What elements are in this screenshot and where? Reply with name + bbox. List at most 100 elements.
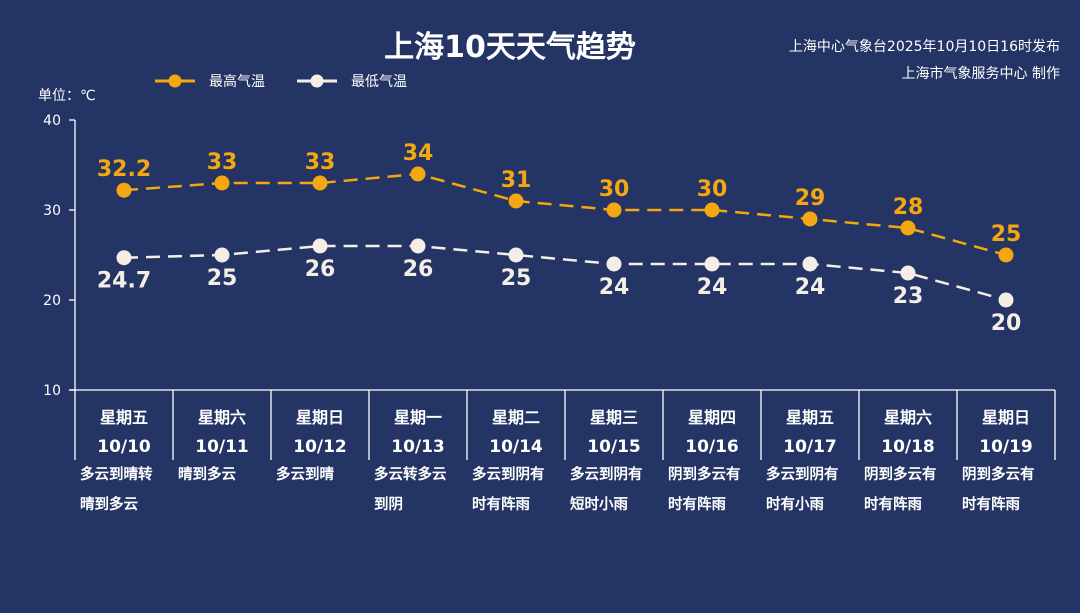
high-temp-point[interactable] xyxy=(900,220,916,236)
weather-line: 阴到多云有 xyxy=(864,467,937,483)
weekday-label: 星期五 xyxy=(786,408,834,427)
weekday-label: 星期六 xyxy=(884,408,932,427)
date-label: 10/17 xyxy=(783,437,837,457)
weather-line: 到阴 xyxy=(374,497,403,513)
weather-description: 多云到阴有 时有小雨 xyxy=(761,460,859,520)
weather-descriptions: 多云到晴转 晴到多云 晴到多云 多云到晴 多云转多云 到阴 多云到阴有 时有阵雨 多云到阴有… xyxy=(75,460,1055,520)
high-temp-point[interactable] xyxy=(508,193,524,209)
unit-label: 单位：℃ xyxy=(38,88,96,104)
weather-line xyxy=(178,490,271,520)
weather-line: 晴到多云 xyxy=(178,467,236,483)
low-temp-label: 24 xyxy=(697,275,728,300)
low-temp-label: 20 xyxy=(991,311,1022,336)
low-temp-point[interactable] xyxy=(214,247,230,263)
y-tick-label: 30 xyxy=(43,203,61,219)
high-temp-label: 33 xyxy=(207,150,238,175)
weather-description: 多云到阴有 短时小雨 xyxy=(565,460,663,520)
weather-description: 多云到晴 xyxy=(271,460,369,520)
date-label: 10/19 xyxy=(979,437,1033,457)
date-label: 10/18 xyxy=(881,437,935,457)
legend-low-label: 最低气温 xyxy=(351,74,407,90)
low-temp-label: 26 xyxy=(305,257,336,282)
low-temp-point[interactable] xyxy=(312,238,328,254)
weather-line: 多云到晴 xyxy=(276,467,334,483)
low-temp-label: 25 xyxy=(207,266,238,291)
weather-description: 多云转多云 到阴 xyxy=(369,460,467,520)
low-temp-point[interactable] xyxy=(900,265,916,281)
y-tick-label: 10 xyxy=(43,383,61,399)
weather-line: 多云到阴有 xyxy=(570,467,643,483)
high-temp-label: 28 xyxy=(893,195,924,220)
date-label: 10/11 xyxy=(195,437,249,457)
high-temp-point[interactable] xyxy=(214,175,230,191)
chart-legend: 最高气温 最低气温 xyxy=(155,71,439,91)
low-temp-label: 24 xyxy=(795,275,826,300)
date-label: 10/12 xyxy=(293,437,347,457)
low-temp-label: 23 xyxy=(893,284,924,309)
weekday-label: 星期一 xyxy=(394,408,442,427)
low-temp-point[interactable] xyxy=(704,256,720,272)
legend-item-low[interactable]: 最低气温 xyxy=(297,71,407,91)
weather-description: 多云到阴有 时有阵雨 xyxy=(467,460,565,520)
high-temp-point[interactable] xyxy=(802,211,818,227)
legend-low-marker-icon xyxy=(297,74,337,88)
weather-description: 晴到多云 xyxy=(173,460,271,520)
weather-line: 多云转多云 xyxy=(374,467,447,483)
low-temp-point[interactable] xyxy=(802,256,818,272)
high-temp-label: 31 xyxy=(501,168,532,193)
high-temp-label: 29 xyxy=(795,186,826,211)
date-label: 10/13 xyxy=(391,437,445,457)
weather-line: 阴到多云有 xyxy=(668,467,741,483)
high-temp-point[interactable] xyxy=(998,247,1014,263)
weather-line: 多云到阴有 xyxy=(766,467,839,483)
high-temp-point[interactable] xyxy=(312,175,328,191)
legend-item-high[interactable]: 最高气温 xyxy=(155,71,265,91)
high-temp-label: 34 xyxy=(403,141,434,166)
weekday-label: 星期三 xyxy=(590,408,638,427)
high-temp-label: 30 xyxy=(697,177,728,202)
weekday-label: 星期二 xyxy=(492,408,540,427)
low-temp-point[interactable] xyxy=(508,247,524,263)
legend-high-marker-icon xyxy=(155,74,195,88)
weather-line: 时有阵雨 xyxy=(472,497,530,513)
weekday-label: 星期四 xyxy=(688,408,736,427)
weather-line: 多云到阴有 xyxy=(472,467,545,483)
date-label: 10/10 xyxy=(97,437,151,457)
low-temp-point[interactable] xyxy=(410,238,426,254)
legend-high-label: 最高气温 xyxy=(209,74,265,90)
low-temp-point[interactable] xyxy=(116,250,132,266)
low-temp-label: 26 xyxy=(403,257,434,282)
low-temp-label: 25 xyxy=(501,266,532,291)
high-temp-point[interactable] xyxy=(606,202,622,218)
high-temp-point[interactable] xyxy=(410,166,426,182)
weather-description: 多云到晴转 晴到多云 xyxy=(75,460,173,520)
y-tick-label: 40 xyxy=(43,113,61,129)
weather-description: 阴到多云有 时有阵雨 xyxy=(957,460,1055,520)
weather-description: 阴到多云有 时有阵雨 xyxy=(859,460,957,520)
low-temp-point[interactable] xyxy=(998,292,1014,308)
high-temp-point[interactable] xyxy=(704,202,720,218)
weather-line: 短时小雨 xyxy=(570,497,628,513)
weekday-label: 星期日 xyxy=(296,408,344,427)
weekday-label: 星期六 xyxy=(198,408,246,427)
issuer-info: 上海中心气象台2025年10月10日16时发布 上海市气象服务中心 制作 xyxy=(789,34,1060,88)
date-label: 10/15 xyxy=(587,437,641,457)
weather-line: 阴到多云有 xyxy=(962,467,1035,483)
low-temp-label: 24.7 xyxy=(97,269,151,294)
low-temp-point[interactable] xyxy=(606,256,622,272)
low-temp-label: 24 xyxy=(599,275,630,300)
high-temp-label: 32.2 xyxy=(97,157,151,182)
date-label: 10/14 xyxy=(489,437,543,457)
y-tick-label: 20 xyxy=(43,293,61,309)
issuer-line-1: 上海中心气象台2025年10月10日16时发布 xyxy=(788,39,1060,55)
weather-line: 时有阵雨 xyxy=(864,497,922,513)
high-temp-point[interactable] xyxy=(116,182,132,198)
high-temp-line xyxy=(123,172,1007,257)
weather-line: 晴到多云 xyxy=(80,497,138,513)
high-temp-label: 25 xyxy=(991,222,1022,247)
weekday-label: 星期日 xyxy=(982,408,1030,427)
weather-line xyxy=(276,490,369,520)
weather-line: 多云到晴转 xyxy=(80,467,153,483)
weather-description: 阴到多云有 时有阵雨 xyxy=(663,460,761,520)
